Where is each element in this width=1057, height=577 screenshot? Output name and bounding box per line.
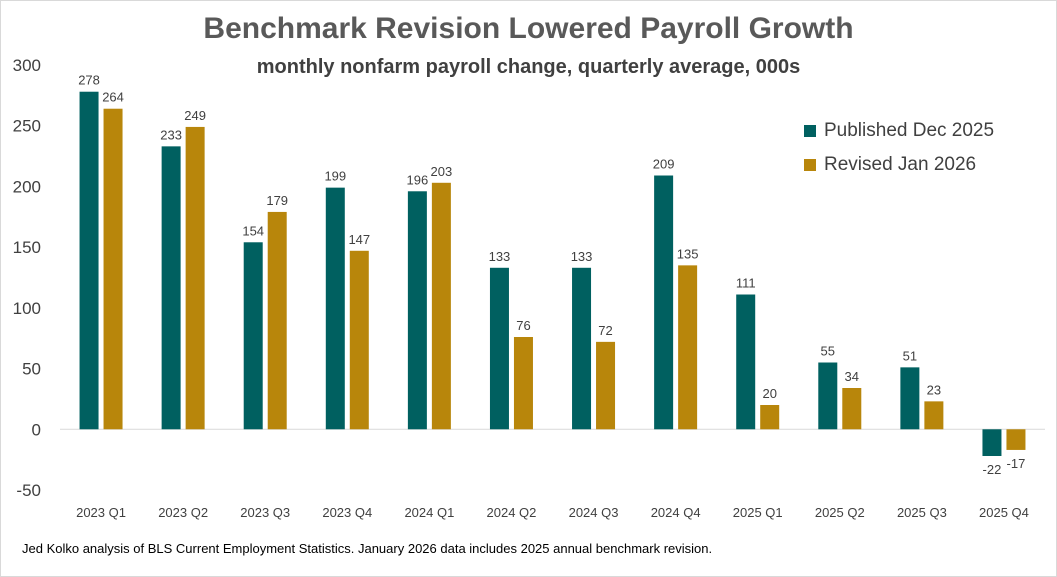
bar-revised <box>513 337 533 430</box>
data-label-published: -22 <box>983 462 1002 477</box>
bar-published <box>161 146 181 430</box>
bar-published <box>572 267 592 430</box>
bar-published <box>736 294 756 430</box>
data-label-revised: 264 <box>102 90 124 105</box>
data-label-published: 133 <box>489 249 511 264</box>
legend-swatch-published <box>804 125 816 137</box>
data-label-revised: 179 <box>266 193 288 208</box>
x-tick-label: 2024 Q2 <box>487 505 537 520</box>
bar-published <box>407 191 427 430</box>
data-label-revised: 147 <box>348 232 370 247</box>
y-tick-label: 0 <box>32 420 41 439</box>
bar-published <box>243 242 263 430</box>
data-label-published: 209 <box>653 157 675 172</box>
x-tick-label: 2023 Q1 <box>76 505 126 520</box>
bar-published <box>982 429 1002 456</box>
data-label-published: 199 <box>324 169 346 184</box>
x-tick-label: 2023 Q4 <box>322 505 372 520</box>
legend-swatch-revised <box>804 159 816 171</box>
legend-label-revised: Revised Jan 2026 <box>824 154 977 175</box>
x-tick-label: 2024 Q1 <box>404 505 454 520</box>
data-label-revised: 203 <box>431 164 453 179</box>
x-tick-label: 2024 Q3 <box>569 505 619 520</box>
x-tick-label: 2023 Q3 <box>240 505 290 520</box>
bar-revised <box>349 250 369 430</box>
data-label-published: 51 <box>903 348 917 363</box>
data-label-published: 154 <box>242 223 264 238</box>
data-label-revised: 23 <box>927 382 941 397</box>
data-label-revised: 249 <box>184 108 206 123</box>
chart-title: Benchmark Revision Lowered Payroll Growt… <box>203 12 854 45</box>
y-tick-label: 150 <box>13 238 41 257</box>
x-tick-label: 2024 Q4 <box>651 505 701 520</box>
data-label-published: 196 <box>407 172 429 187</box>
data-label-revised: 34 <box>845 369 859 384</box>
x-tick-label: 2025 Q2 <box>815 505 865 520</box>
footnote: Jed Kolko analysis of BLS Current Employ… <box>22 541 713 556</box>
bar-revised <box>760 405 780 430</box>
data-label-revised: 72 <box>598 323 612 338</box>
data-label-revised: -17 <box>1007 456 1026 471</box>
bar-revised <box>678 265 698 430</box>
bar-revised <box>431 182 451 430</box>
bar-revised <box>596 341 616 430</box>
y-tick-label: -50 <box>16 481 41 500</box>
bar-published <box>325 187 345 430</box>
chart-subtitle: monthly nonfarm payroll change, quarterl… <box>256 56 801 78</box>
y-tick-label: 300 <box>13 56 41 75</box>
data-label-published: 233 <box>160 127 182 142</box>
legend-item-revised: Revised Jan 2026 <box>804 148 994 182</box>
data-label-revised: 135 <box>677 246 699 261</box>
bar-revised <box>1006 429 1026 450</box>
bar-revised <box>103 108 123 430</box>
bar-published <box>489 267 509 430</box>
bar-revised <box>924 401 944 430</box>
y-tick-label: 200 <box>13 177 41 196</box>
bar-published <box>79 91 99 430</box>
legend-label-published: Published Dec 2025 <box>824 120 995 141</box>
x-tick-label: 2025 Q1 <box>733 505 783 520</box>
data-label-published: 55 <box>821 344 835 359</box>
data-label-revised: 76 <box>516 318 530 333</box>
bar-published <box>654 175 674 430</box>
data-label-published: 111 <box>736 276 756 291</box>
bar-revised <box>185 126 205 430</box>
chart-legend: Published Dec 2025 Revised Jan 2026 <box>804 114 994 182</box>
bar-published <box>818 362 838 430</box>
bar-published <box>900 367 920 430</box>
x-tick-label: 2025 Q4 <box>979 505 1029 520</box>
data-label-published: 278 <box>78 73 100 88</box>
y-tick-label: 250 <box>13 117 41 136</box>
data-label-published: 133 <box>571 249 593 264</box>
x-tick-label: 2025 Q3 <box>897 505 947 520</box>
x-tick-label: 2023 Q2 <box>158 505 208 520</box>
bar-revised <box>842 388 862 430</box>
legend-item-published: Published Dec 2025 <box>804 114 994 148</box>
y-tick-label: 50 <box>22 360 41 379</box>
data-label-revised: 20 <box>762 386 776 401</box>
bar-revised <box>267 211 287 430</box>
y-tick-label: 100 <box>13 299 41 318</box>
